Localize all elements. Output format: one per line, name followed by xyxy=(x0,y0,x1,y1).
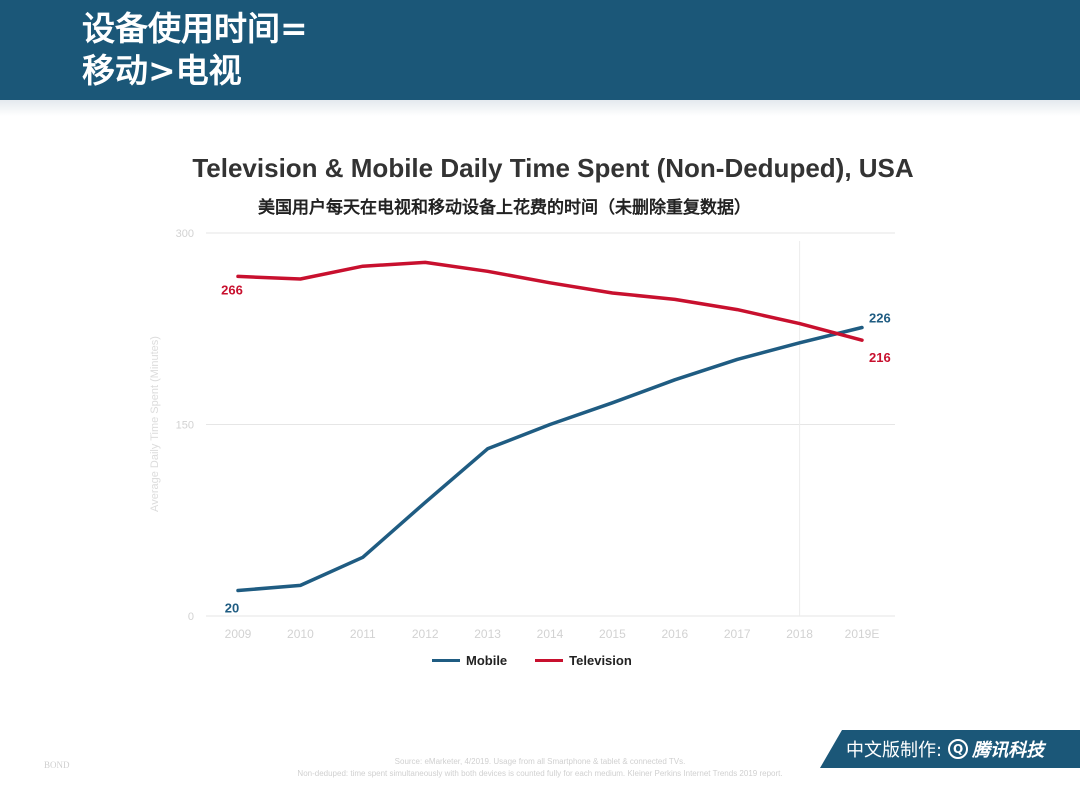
legend-label-mobile: Mobile xyxy=(466,653,508,668)
x-tick-label-2014: 2014 xyxy=(537,627,564,641)
x-tick-label-2015: 2015 xyxy=(599,627,626,641)
credit-brand: 腾讯科技 xyxy=(972,740,1045,761)
slide-header: 设备使用时间= 移动>电视 xyxy=(0,0,1080,100)
data-label-mobile-2009: 20 xyxy=(225,600,239,615)
source-note-1: Source: eMarketer, 4/2019. Usage from al… xyxy=(394,757,686,766)
series-line-television xyxy=(236,260,864,342)
source-note-2: Non-deduped: time spent simultaneously w… xyxy=(297,769,783,778)
x-tick-label-2010: 2010 xyxy=(287,627,314,641)
x-tick-label-2011: 2011 xyxy=(350,627,376,641)
credit-banner: 中文版制作: Q 腾讯科技 xyxy=(820,730,1080,768)
y-axis-label: Average Daily Time Spent (Minutes) xyxy=(149,336,161,512)
legend-item-television: Television xyxy=(535,653,632,668)
x-tick-label-2016: 2016 xyxy=(661,627,688,641)
header-shadow xyxy=(0,100,1080,116)
legend-swatch-mobile xyxy=(432,659,460,662)
y-tick-label-0: 0 xyxy=(188,611,194,623)
credit-prefix: 中文版制作: xyxy=(846,740,943,761)
bond-logo-text: BOND xyxy=(44,760,70,770)
bond-logo: BOND xyxy=(44,760,124,771)
slide-title-line-2: 移动>电视 xyxy=(82,51,242,90)
tencent-logo-icon: Q xyxy=(948,739,969,759)
y-tick-label-300: 300 xyxy=(176,228,194,240)
y-tick-label-150: 150 xyxy=(176,420,194,432)
x-tick-label-2019E: 2019E xyxy=(845,627,880,641)
chart-title: Television & Mobile Daily Time Spent (No… xyxy=(192,153,914,183)
data-label-television-2009: 266 xyxy=(221,282,243,297)
x-tick-label-2012: 2012 xyxy=(412,627,439,641)
legend-swatch-television xyxy=(535,659,564,662)
x-tick-label-2017: 2017 xyxy=(724,627,751,641)
x-tick-label-2009: 2009 xyxy=(225,627,252,641)
legend-label-television: Television xyxy=(569,653,632,668)
slide-title: 设备使用时间= 移动>电视 xyxy=(82,8,308,92)
chart-subtitle: 美国用户每天在电视和移动设备上花费的时间（未删除重复数据） xyxy=(258,198,751,218)
slide-title-line-1: 设备使用时间= xyxy=(82,9,308,48)
data-label-mobile-2019E: 226 xyxy=(869,310,891,325)
x-tick-label-2013: 2013 xyxy=(474,627,501,641)
data-label-television-2019E: 216 xyxy=(869,350,891,365)
chart-legend: Mobile Television xyxy=(432,653,632,668)
series-line-mobile xyxy=(236,325,864,593)
x-tick-label-2018: 2018 xyxy=(786,627,813,641)
legend-item-mobile: Mobile xyxy=(432,653,507,668)
